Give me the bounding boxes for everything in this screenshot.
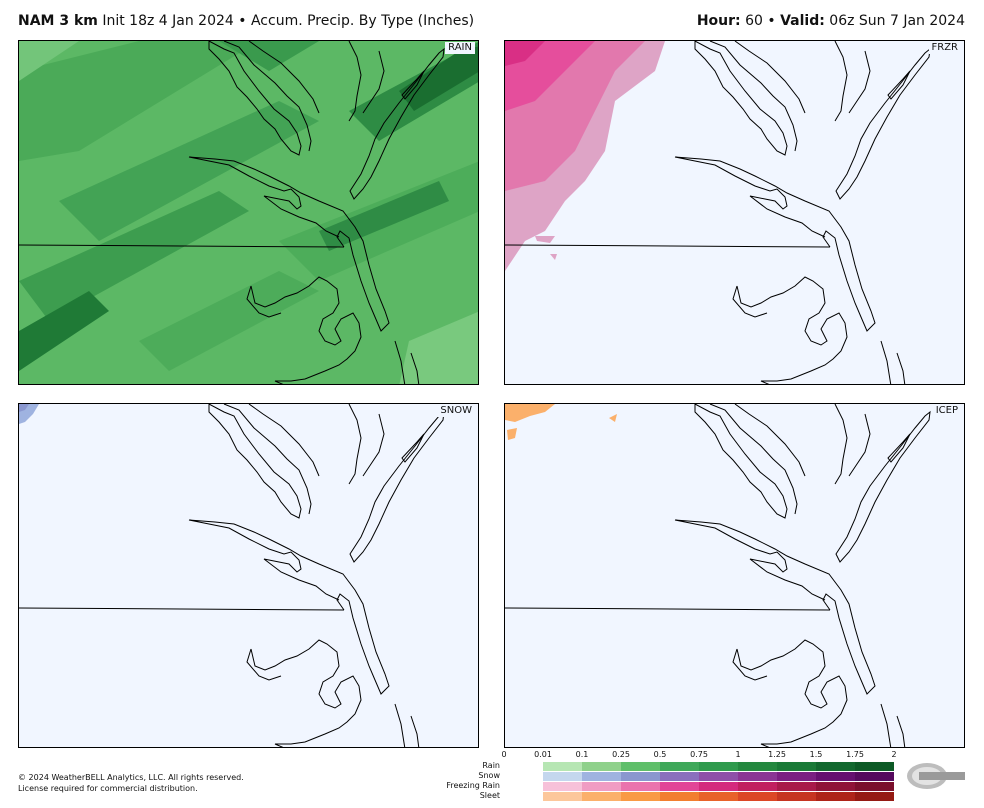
legend-color-bar (543, 772, 894, 781)
legend-swatch (660, 762, 699, 771)
legend-color-bar (543, 782, 894, 791)
map-title: NAM 3 km Init 18z 4 Jan 2024 • Accum. Pr… (18, 13, 474, 29)
legend-swatch (621, 762, 660, 771)
legend-swatch (777, 782, 816, 791)
legend-tick: 0 (501, 750, 507, 759)
legend-swatch (660, 792, 699, 801)
valid-value: 06z Sun 7 Jan 2024 (829, 13, 965, 29)
icep-field (505, 404, 931, 747)
legend-swatch (738, 772, 777, 781)
legend-tick: 1.75 (846, 750, 864, 759)
legend-swatch (816, 782, 855, 791)
legend-tick: 0.5 (653, 750, 667, 759)
rain-panel: RAIN (18, 40, 479, 385)
hour-value: 60 (745, 13, 763, 29)
legend-swatch (699, 772, 738, 781)
legend-swatch (543, 762, 582, 771)
legend-swatch (738, 792, 777, 801)
legend-swatch (855, 762, 894, 771)
legend-row-label: Freezing Rain (446, 781, 500, 790)
legend-swatch (621, 782, 660, 791)
snow-panel-label: SNOW (437, 405, 475, 417)
weatherbell-logo (907, 763, 965, 789)
legend-swatch (816, 762, 855, 771)
legend-swatch (660, 782, 699, 791)
rain-panel-label: RAIN (445, 42, 475, 54)
snow-panel: SNOW (18, 403, 479, 748)
legend-swatch (699, 762, 738, 771)
legend-tick: 1.5 (809, 750, 823, 759)
product-name: Accum. Precip. By Type (Inches) (250, 13, 475, 29)
init-time: Init 18z 4 Jan 2024 (102, 13, 234, 29)
icep-panel: ICEP (504, 403, 965, 748)
legend-swatch (543, 792, 582, 801)
legend-swatch (738, 762, 777, 771)
legend-swatch (777, 792, 816, 801)
legend-swatch (543, 782, 582, 791)
legend-swatch (777, 762, 816, 771)
model-name: NAM 3 km (18, 13, 98, 29)
legend-swatch (621, 772, 660, 781)
legend-swatch (699, 782, 738, 791)
separator: • (238, 13, 247, 29)
valid-label: Valid: (780, 13, 825, 29)
legend-swatch (855, 792, 894, 801)
hour-label: Hour: (696, 13, 741, 29)
legend-swatch (855, 782, 894, 791)
legend-swatch (738, 782, 777, 791)
legend-swatch (699, 792, 738, 801)
legend-swatch (816, 792, 855, 801)
legend-tick: 2 (891, 750, 897, 759)
legend-tick: 0.75 (690, 750, 708, 759)
legend-tick: 0.01 (534, 750, 552, 759)
legend-row-label: Sleet (479, 791, 500, 800)
frzr-field (505, 41, 931, 384)
legend-tick: 1.25 (768, 750, 786, 759)
precip-legend: 0 0.01 0.1 0.25 0.5 0.75 1 1.25 1.5 1.75 2 Rain Sno… (440, 750, 910, 808)
legend-color-bar (543, 792, 894, 801)
legend-swatch (621, 792, 660, 801)
legend-row-label: Snow (478, 771, 500, 780)
rain-field (19, 41, 478, 384)
snow-field (19, 404, 445, 747)
legend-tick: 0.25 (612, 750, 630, 759)
legend-tick: 0.1 (575, 750, 589, 759)
legend-tick: 1 (735, 750, 741, 759)
legend-swatch (855, 772, 894, 781)
legend-color-bar (543, 762, 894, 771)
valid-time-header: Hour: 60 • Valid: 06z Sun 7 Jan 2024 (697, 13, 965, 29)
copyright-text: © 2024 WeatherBELL Analytics, LLC. All r… (18, 773, 244, 782)
license-text: License required for commercial distribu… (18, 784, 198, 793)
legend-swatch (777, 772, 816, 781)
legend-swatch (543, 772, 582, 781)
legend-swatch (816, 772, 855, 781)
legend-row-label: Rain (482, 761, 500, 770)
legend-swatch (582, 792, 621, 801)
legend-swatch (582, 782, 621, 791)
legend-swatch (582, 772, 621, 781)
frzr-panel-label: FRZR (928, 42, 961, 54)
legend-swatch (660, 772, 699, 781)
frzr-panel: FRZR (504, 40, 965, 385)
icep-panel-label: ICEP (932, 405, 961, 417)
separator: • (767, 13, 776, 29)
copyright-footer: © 2024 WeatherBELL Analytics, LLC. All r… (18, 772, 244, 794)
legend-swatch (582, 762, 621, 771)
